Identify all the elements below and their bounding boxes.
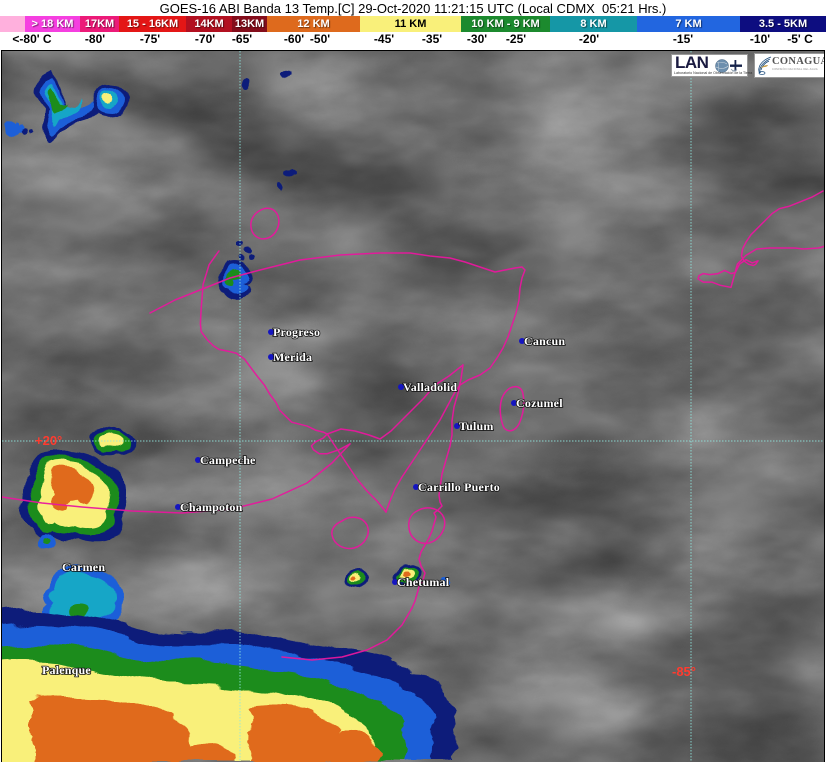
svg-text:+20°: +20° [35,433,62,448]
svg-text:-85°: -85° [672,664,696,679]
